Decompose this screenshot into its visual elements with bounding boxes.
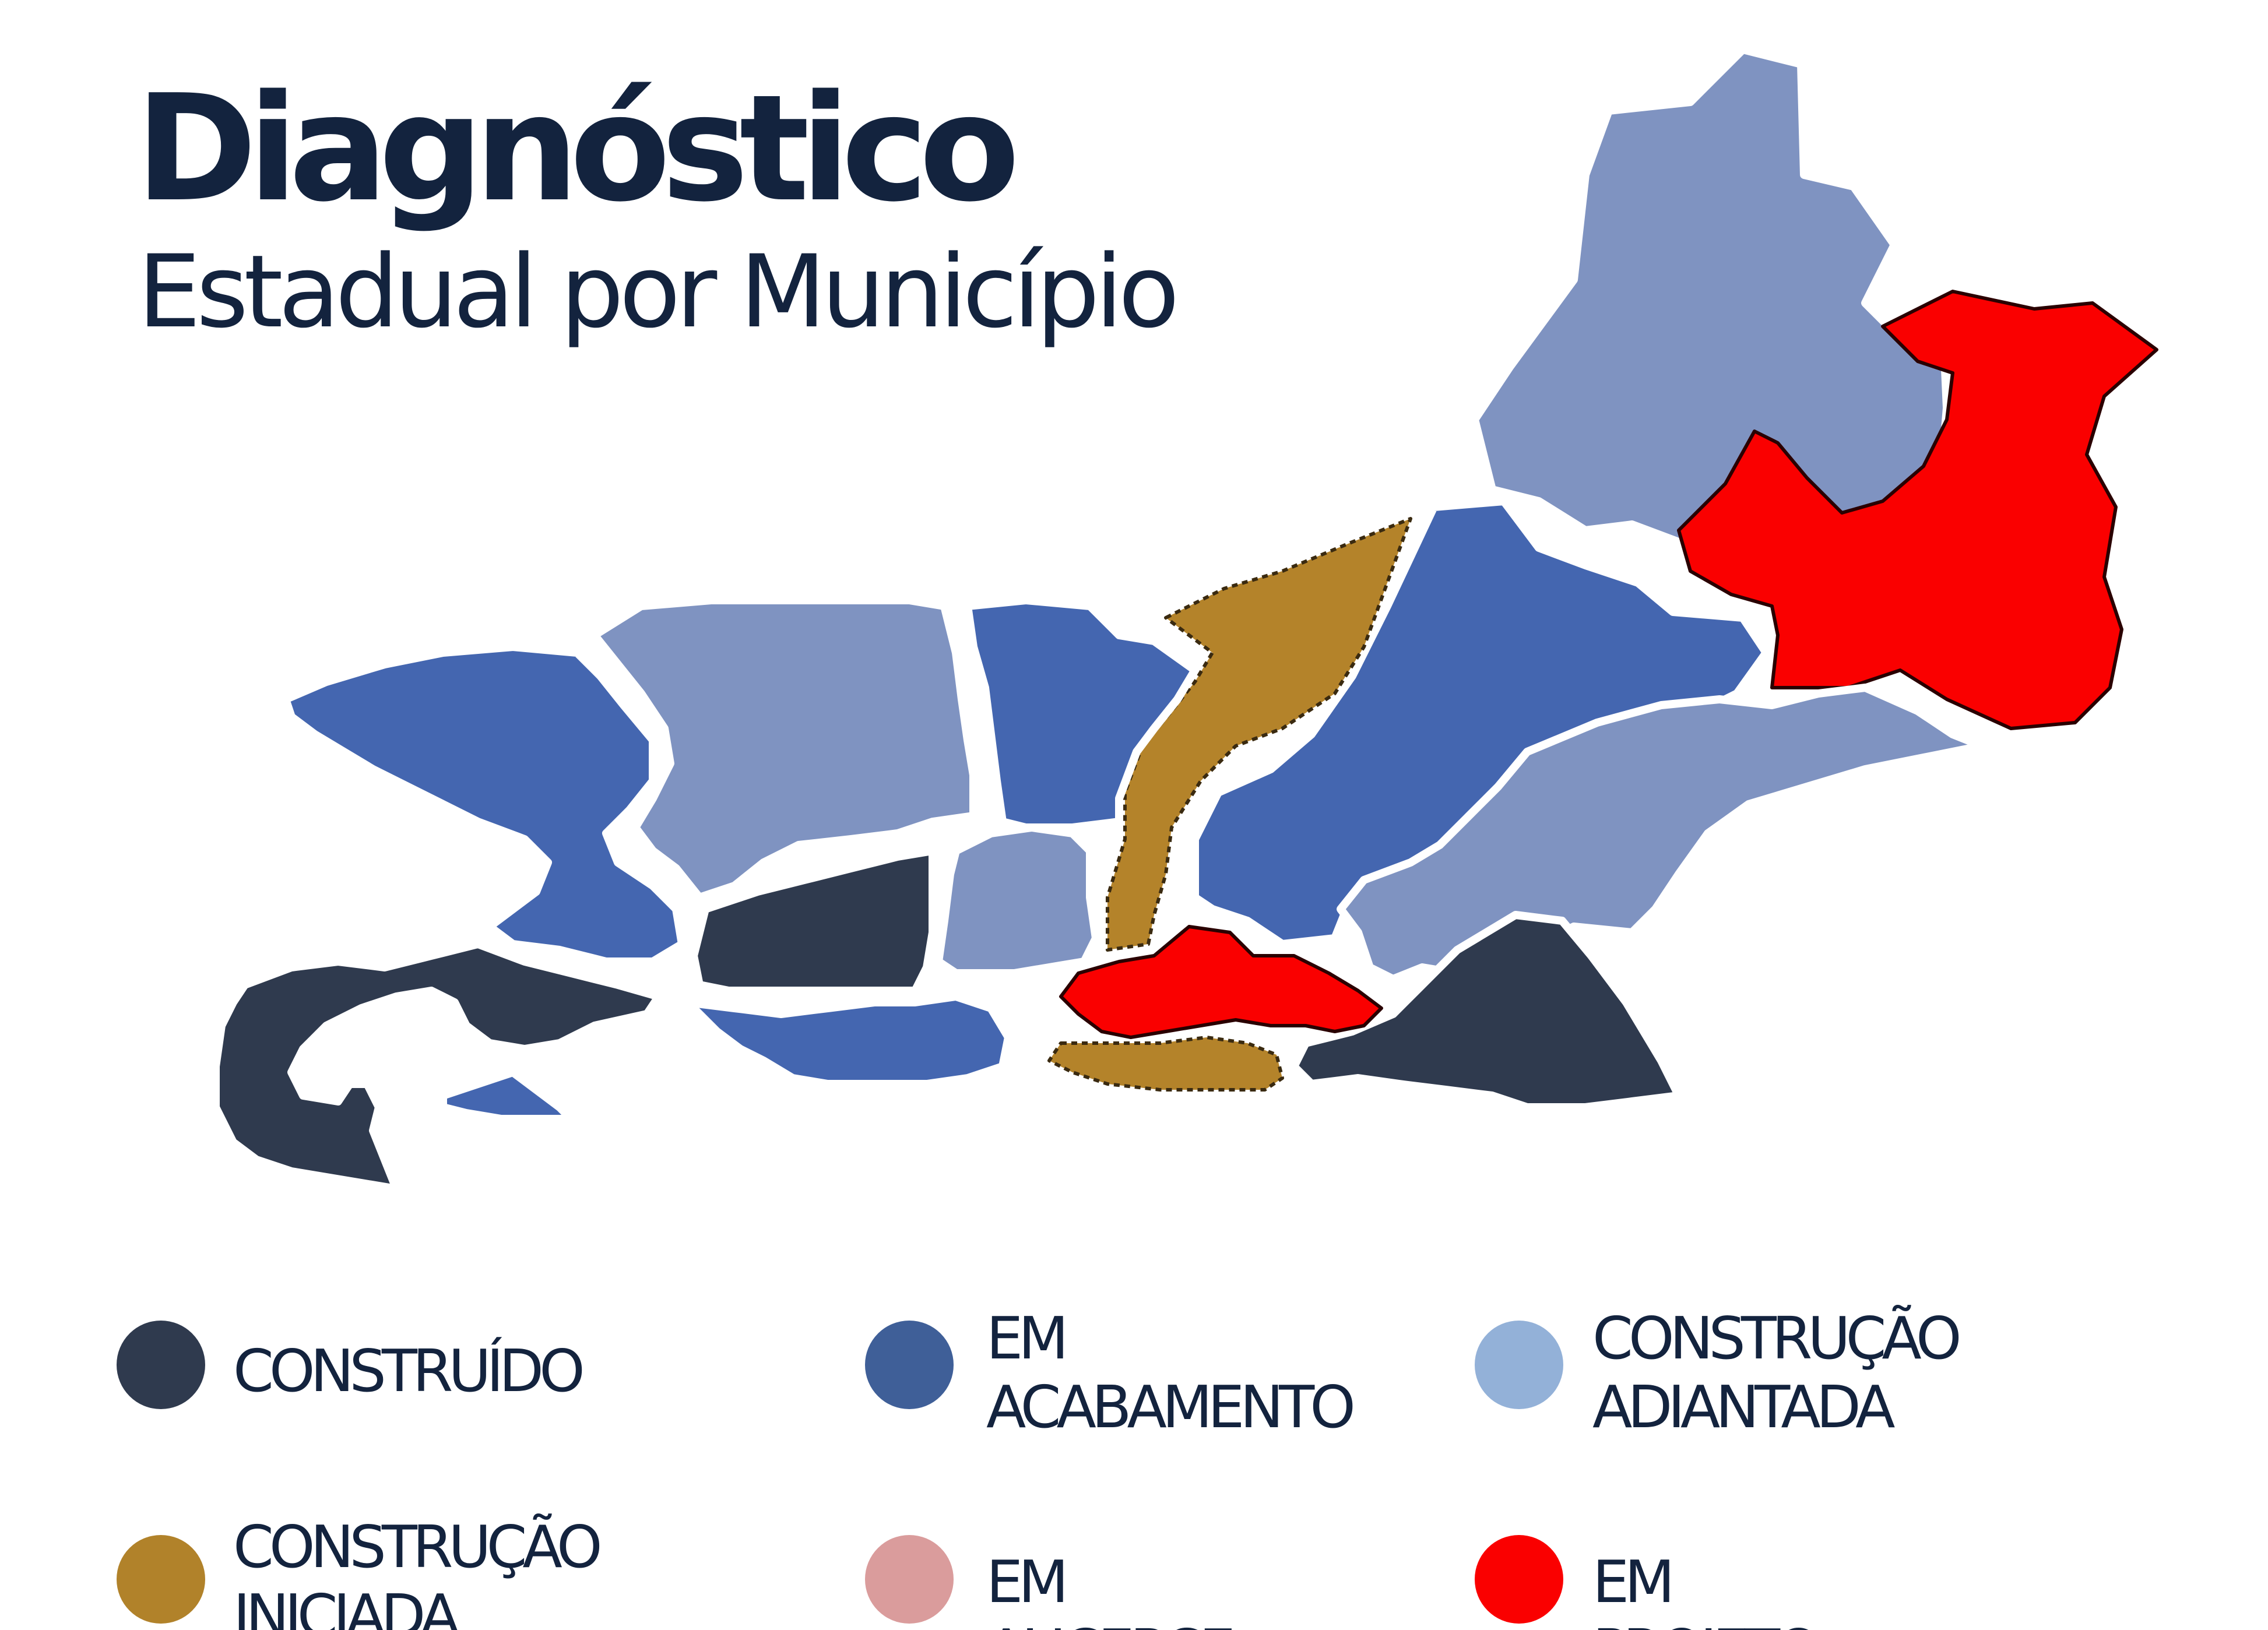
- region-northeast[interactable]: [1677, 290, 2158, 730]
- legend-label-em-alicerce: EM ALICERCE: [986, 1548, 1236, 1630]
- region-center-dark[interactable]: [690, 847, 937, 995]
- region-southwest[interactable]: [212, 940, 663, 1193]
- legend-label-construido: CONSTRUÍDO: [233, 1337, 585, 1405]
- region-south-blue[interactable]: [684, 992, 1012, 1088]
- region-west-center[interactable]: [590, 596, 977, 902]
- legend-label-em-acabamento: EM ACABAMENTO: [986, 1304, 1356, 1441]
- region-south-coast-gold[interactable]: [1047, 1036, 1284, 1092]
- region-southeast[interactable]: [1290, 911, 1683, 1111]
- region-east-middle[interactable]: [1337, 684, 1986, 983]
- page-title: Diagnóstico: [135, 64, 1020, 234]
- legend-label-em-projeto: EM PROJETO: [1592, 1548, 1822, 1630]
- region-west[interactable]: [282, 643, 686, 966]
- legend-dot-construido: [117, 1321, 205, 1409]
- region-central-small[interactable]: [934, 823, 1100, 977]
- legend-label-construcao-adiantada: CONSTRUÇÃO ADIANTADA: [1592, 1304, 1962, 1441]
- region-southwest-small[interactable]: [439, 1068, 575, 1123]
- region-south-coast-red[interactable]: [1059, 925, 1383, 1039]
- legend-dot-em-alicerce: [865, 1535, 954, 1624]
- page-subtitle: Estadual por Município: [138, 233, 1180, 350]
- legend-dot-em-acabamento: [865, 1321, 954, 1409]
- legend-dot-em-projeto: [1475, 1535, 1563, 1624]
- legend-label-construcao-iniciada: CONSTRUÇÃO INICIADA: [233, 1513, 603, 1630]
- legend-dot-construcao-iniciada: [117, 1535, 205, 1624]
- region-central-north[interactable]: [964, 596, 1199, 832]
- legend-dot-construcao-adiantada: [1475, 1321, 1563, 1409]
